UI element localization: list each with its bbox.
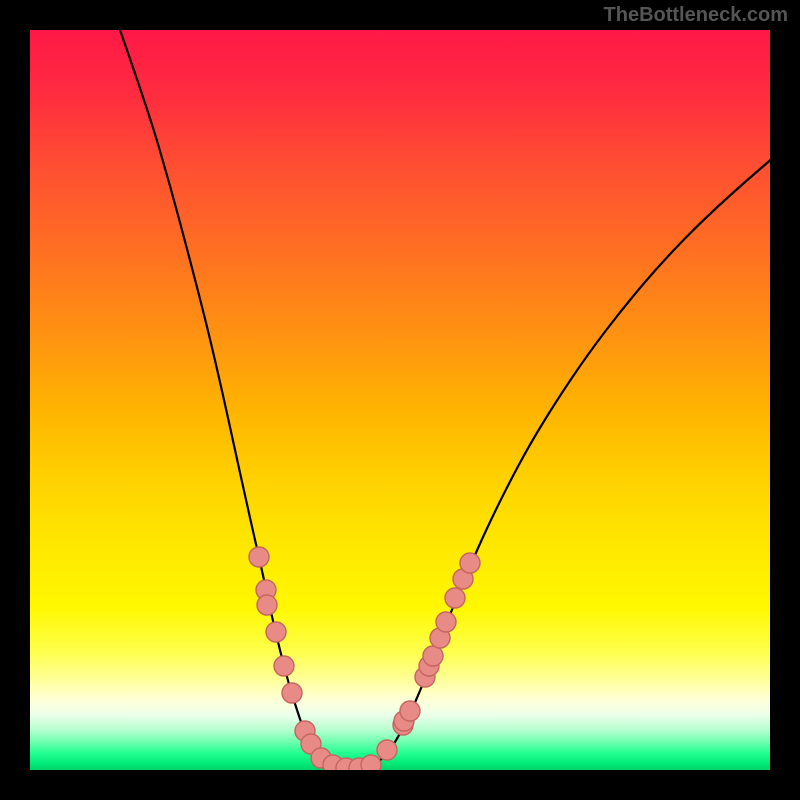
curve-marker (361, 755, 381, 770)
curve-marker (423, 646, 443, 666)
curve-marker (445, 588, 465, 608)
curve-marker (377, 740, 397, 760)
plot-area (30, 30, 770, 770)
chart-svg (30, 30, 770, 770)
curve-marker (249, 547, 269, 567)
curve-marker (282, 683, 302, 703)
curve-marker (460, 553, 480, 573)
curve-marker (274, 656, 294, 676)
curve-marker (257, 595, 277, 615)
gradient-background (30, 30, 770, 770)
curve-marker (400, 701, 420, 721)
curve-marker (436, 612, 456, 632)
watermark-text: TheBottleneck.com (604, 4, 788, 27)
curve-marker (266, 622, 286, 642)
